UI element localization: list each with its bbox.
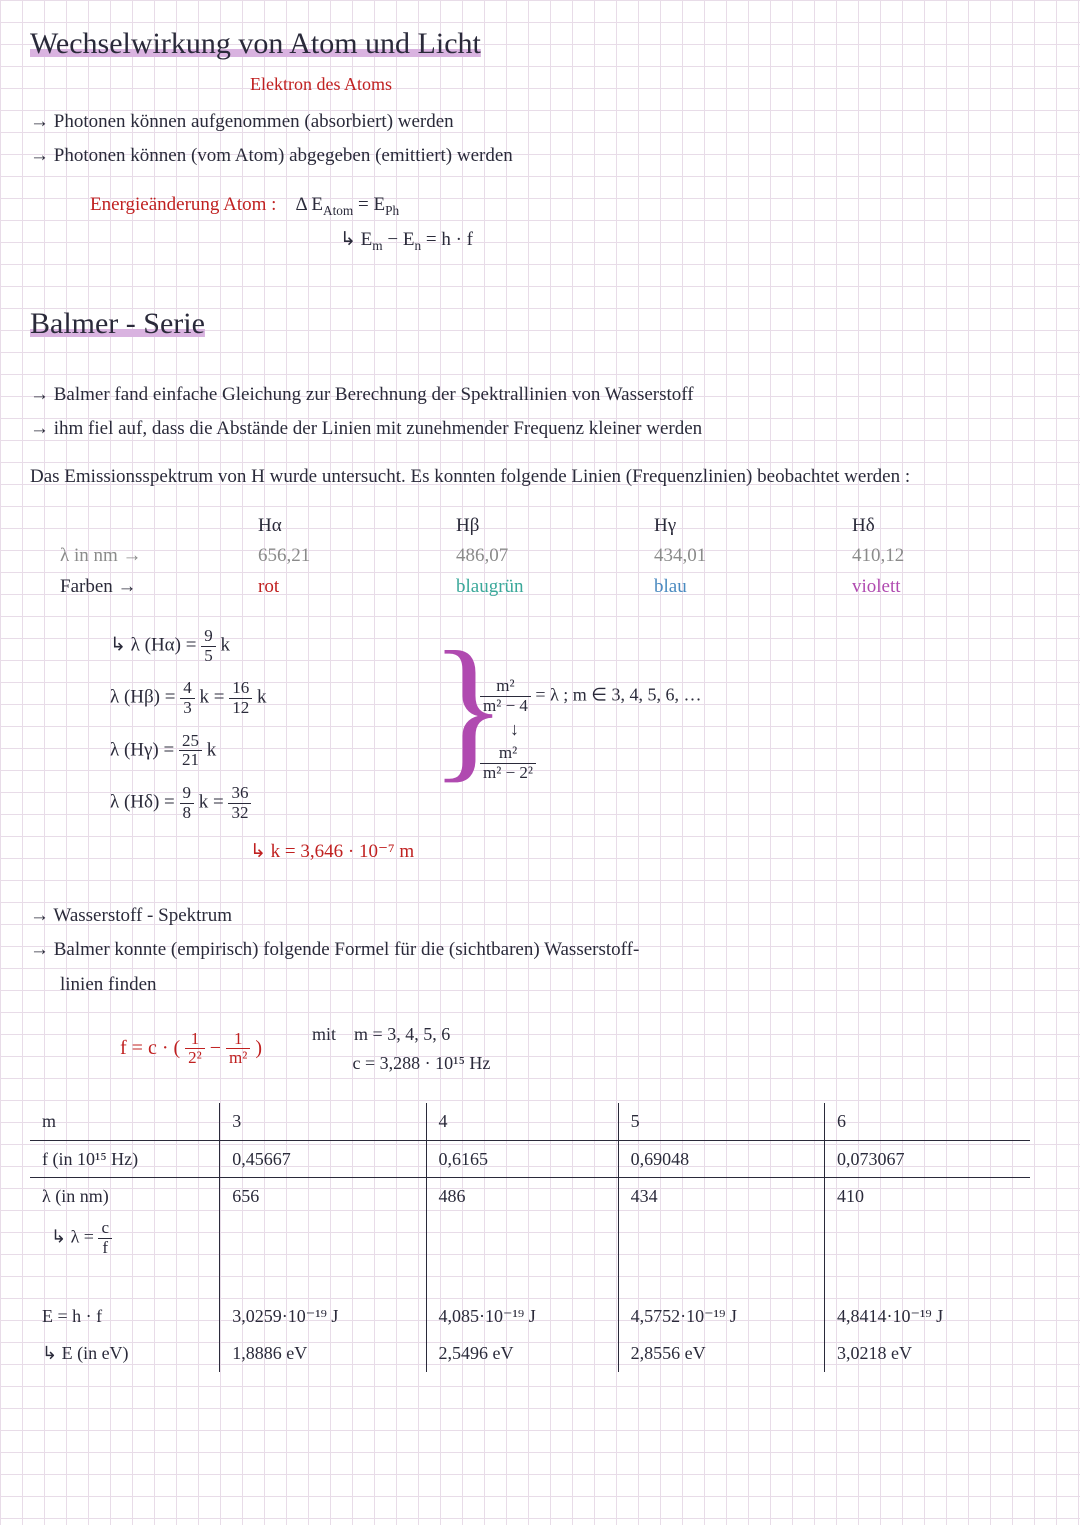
main-title: Wechselwirkung von Atom und Licht [30,20,1050,68]
lambda-alpha: 656,21 [258,541,456,571]
table-cell: 4,8414·10⁻¹⁹ J [824,1298,1030,1335]
color-delta: violett [852,572,1050,602]
formula-aside: mit m = 3, 4, 5, 6 c = 3,288 · 10¹⁵ Hz [312,1020,490,1078]
table-cell: m [30,1103,220,1140]
table-cell: 5 [618,1103,824,1140]
lambda-delta: 410,12 [852,541,1050,571]
table-cell: 3 [220,1103,426,1140]
brace-note: m²m² − 4 = λ ; m ∈ 3, 4, 5, 6, … ↓ m²m² … [480,677,701,783]
spec-h-delta: Hδ [852,511,1050,541]
table-cell: 410 [824,1178,1030,1215]
table-cell: ↳ λ = cf [30,1215,220,1261]
table-cell: 0,6165 [426,1140,618,1178]
energy-eq1: Δ EAtom = EPh [295,194,399,215]
table-cell: λ (in nm) [30,1178,220,1215]
table-cell: 4,5752·10⁻¹⁹ J [618,1298,824,1335]
lambda-eq-delta: λ (Hδ) = 98 k = 3632 [110,784,1050,822]
table-cell: 4 [426,1103,618,1140]
balmer-line-1: Balmer fand einfache Gleichung zur Berec… [30,380,1050,410]
table-cell: 2,5496 eV [426,1335,618,1372]
table-cell: f (in 10¹⁵ Hz) [30,1140,220,1178]
table-cell: 486 [426,1178,618,1215]
spec-h-gamma: Hγ [654,511,852,541]
formula-expression: f = c · ( 12² − 1m² ) [120,1030,262,1068]
table-cell: 3,0259·10⁻¹⁹ J [220,1298,426,1335]
color-gamma: blau [654,572,852,602]
lambda-beta: 486,07 [456,541,654,571]
balmer-para: Das Emissionsspektrum von H wurde unters… [30,462,1050,492]
spectrum-table: Hα Hβ Hγ Hδ λ in nm → 656,21 486,07 434,… [60,511,1050,602]
table-cell: 434 [618,1178,824,1215]
spec-h-beta: Hβ [456,511,654,541]
table-cell: 1,8886 eV [220,1335,426,1372]
hydrogen-l2: Balmer konnte (empirisch) folgende Forme… [30,935,1050,965]
lambda-gamma: 434,01 [654,541,852,571]
table-cell: 0,69048 [618,1140,824,1178]
energy-eq2: ↳ Em − En = h · f [340,225,1050,256]
spec-h-alpha: Hα [258,511,456,541]
balmer-formula: f = c · ( 12² − 1m² ) mit m = 3, 4, 5, 6… [30,1020,1050,1078]
k-note: ↳ k = 3,646 · 10⁻⁷ m [250,837,1050,867]
balmer-line-2: ihm fiel auf, dass die Abstände der Lini… [30,414,1050,444]
color-beta: blaugrün [456,572,654,602]
intro-line-1: Photonen können aufgenommen (absorbiert)… [30,107,1050,137]
hydrogen-l3: linien finden [60,970,1050,1000]
table-cell: 0,073067 [824,1140,1030,1178]
energy-line: Energieänderung Atom : Δ EAtom = EPh [90,190,1050,221]
intro-line-2: Photonen können (vom Atom) abgegeben (em… [30,141,1050,171]
hydrogen-l1: Wasserstoff - Spektrum [30,901,1050,931]
balmer-title: Balmer - Serie [30,300,205,348]
lambda-block: ↳ λ (Hα) = 95 k λ (Hβ) = 43 k = 1612 k λ… [30,627,1050,823]
subtitle: Elektron des Atoms [250,70,1050,99]
table-cell: 656 [220,1178,426,1215]
table-cell: ↳ E (in eV) [30,1335,220,1372]
table-cell: 0,45667 [220,1140,426,1178]
table-cell: 2,8556 eV [618,1335,824,1372]
lambda-row-label: λ in nm → [60,541,258,571]
color-alpha: rot [258,572,456,602]
table-cell: 4,085·10⁻¹⁹ J [426,1298,618,1335]
table-cell: E = h · f [30,1298,220,1335]
color-row-label: Farben → [60,572,258,602]
table-cell: 3,0218 eV [824,1335,1030,1372]
energy-label: Energieänderung Atom : [90,194,276,215]
lambda-eq-alpha: ↳ λ (Hα) = 95 k [110,627,1050,665]
data-table: m 3 4 5 6 f (in 10¹⁵ Hz) 0,45667 0,6165 … [30,1103,1030,1372]
table-cell: 6 [824,1103,1030,1140]
